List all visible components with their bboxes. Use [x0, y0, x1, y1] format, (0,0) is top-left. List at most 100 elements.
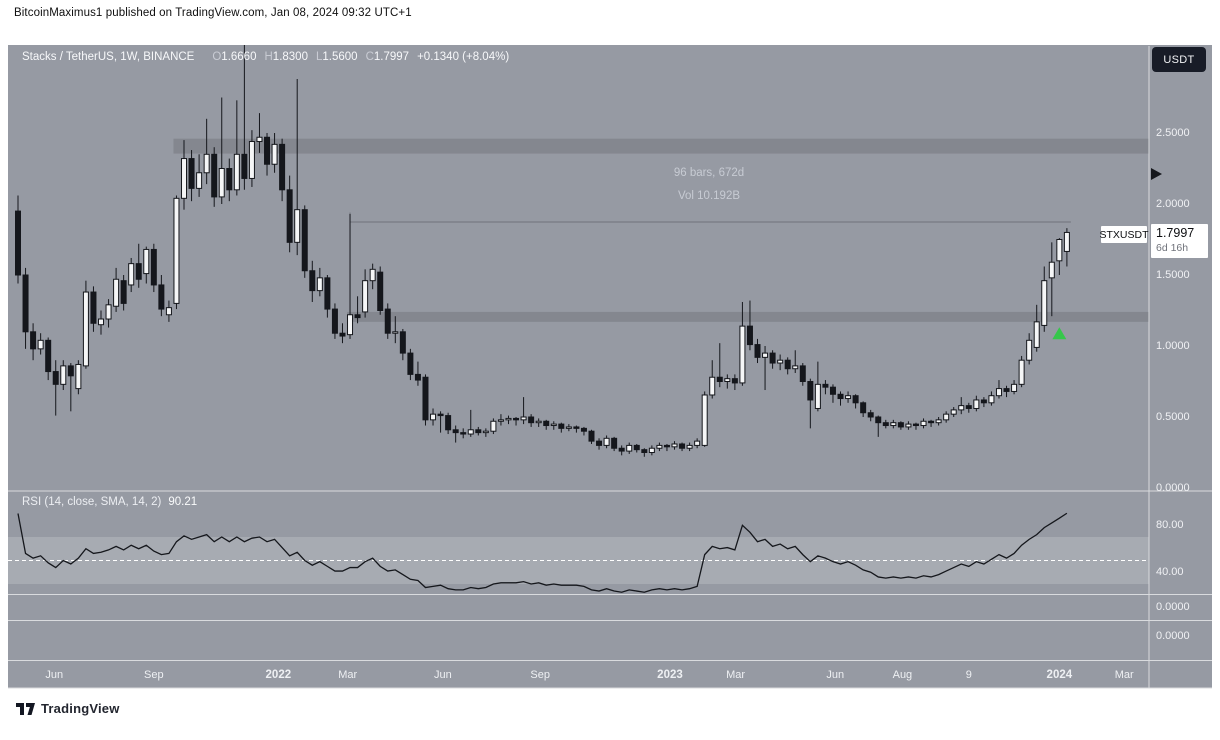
high-value: 1.8300: [272, 51, 308, 63]
candle-up: [98, 318, 105, 326]
mini-pane-tick[interactable]: 0.0000: [1156, 630, 1190, 642]
candle-down: [867, 412, 874, 418]
candle-up: [890, 422, 897, 427]
price-zone-resistance[interactable]: [173, 138, 1149, 154]
price-scale-pointer-icon: [1151, 168, 1162, 180]
candle-up: [362, 280, 369, 313]
bar-countdown: 6d 16h: [1156, 242, 1189, 254]
candle-down: [716, 376, 723, 382]
candle-up: [973, 399, 980, 409]
candle-up: [950, 409, 957, 415]
candle-down: [437, 413, 444, 417]
symbol-price-flag[interactable]: STXUSDT: [1100, 226, 1149, 243]
price-zone-support[interactable]: [347, 311, 1149, 322]
candle-down: [829, 386, 836, 395]
last-price-label: 1.7997 6d 16h: [1151, 224, 1208, 258]
rsi-label: RSI (14, close, SMA, 14, 2): [22, 496, 162, 508]
rsi-indicator-legend[interactable]: RSI (14, close, SMA, 14, 2) 90.21: [22, 496, 197, 508]
candle-down: [882, 422, 889, 427]
candle-down: [286, 189, 293, 243]
candle-down: [769, 352, 776, 364]
time-axis-tick[interactable]: Mar: [1114, 669, 1134, 681]
candle-down: [422, 376, 429, 421]
currency-toggle-button[interactable]: USDT: [1152, 47, 1206, 72]
price-axis-tick[interactable]: 0.5000: [1156, 411, 1190, 423]
candle-down: [45, 339, 52, 373]
candle-up: [701, 394, 708, 446]
candle-down: [309, 270, 316, 292]
candle-up: [905, 423, 912, 428]
candle-down: [588, 430, 595, 442]
candle-down: [860, 402, 867, 414]
candle-up: [1026, 339, 1033, 361]
time-axis-tick[interactable]: Aug: [892, 669, 913, 681]
candle-down: [460, 432, 467, 435]
candle-up: [1056, 239, 1063, 262]
price-axis-tick[interactable]: 1.5000: [1156, 269, 1190, 281]
candle-up: [75, 363, 82, 390]
candle-down: [611, 437, 618, 449]
candle-down: [965, 405, 972, 409]
candle-down: [67, 365, 74, 377]
rsi-line: [17, 512, 1068, 593]
candle-up: [724, 378, 731, 383]
candle-down: [135, 263, 142, 280]
time-axis-tick[interactable]: Jun: [45, 669, 64, 681]
candle-down: [384, 308, 391, 334]
candle-down: [22, 274, 29, 333]
time-axis-tick[interactable]: Jun: [433, 669, 452, 681]
time-axis-tick[interactable]: 9: [965, 669, 972, 681]
candle-down: [90, 291, 97, 324]
candle-up: [656, 444, 663, 449]
time-axis-tick[interactable]: 2024: [1046, 669, 1073, 681]
last-price-value: 1.7997: [1156, 226, 1195, 240]
candle-down: [558, 423, 565, 429]
time-axis-tick[interactable]: Sep: [530, 669, 550, 681]
candle-down: [513, 417, 520, 421]
time-axis-tick[interactable]: Sep: [144, 669, 164, 681]
time-axis-tick[interactable]: Mar: [338, 669, 358, 681]
symbol-legend[interactable]: Stacks / TetherUS, 1W, BINANCE O1.6660 H1.…: [22, 51, 509, 63]
candle-down: [528, 416, 535, 424]
mini-pane-tick[interactable]: 0.0000: [1156, 601, 1190, 613]
time-axis-tick[interactable]: Jun: [826, 669, 845, 681]
time-axis-tick[interactable]: Mar: [726, 669, 746, 681]
candle-down: [980, 399, 987, 404]
time-axis-tick[interactable]: 2022: [265, 669, 292, 681]
price-axis-tick[interactable]: 2.0000: [1156, 198, 1190, 210]
published-byline: BitcoinMaximus1 published on TradingView…: [14, 7, 412, 19]
price-axis-tick[interactable]: 2.5000: [1156, 127, 1190, 139]
candle-down: [301, 209, 308, 272]
candle-up: [648, 447, 655, 453]
candle-up: [565, 426, 572, 429]
candle-down: [543, 420, 550, 427]
tradingview-footer: TradingView: [16, 701, 120, 716]
candle-down: [731, 378, 738, 384]
candle-down: [377, 271, 384, 312]
rsi-axis-tick[interactable]: 80.00: [1156, 519, 1184, 532]
rsi-value: 90.21: [168, 496, 198, 508]
candle-down: [331, 308, 338, 334]
candle-up: [1041, 280, 1048, 326]
candle-down: [279, 143, 286, 191]
candle-up: [218, 168, 225, 198]
price-axis-tick[interactable]: 1.0000: [1156, 340, 1190, 352]
candle-down: [445, 415, 452, 431]
candle-up: [995, 388, 1002, 397]
candle-down: [188, 158, 195, 189]
candle-up: [490, 420, 497, 432]
candle-down: [226, 168, 233, 191]
candle-down: [663, 444, 670, 448]
candle-up: [845, 395, 852, 400]
candle-up: [762, 352, 769, 358]
price-axis-tick[interactable]: 0.0000: [1156, 482, 1190, 494]
rsi-axis-tick[interactable]: 40.00: [1156, 566, 1184, 579]
high-label: H: [264, 51, 273, 63]
low-label: L: [315, 51, 323, 63]
buy-arrow-marker[interactable]: [1052, 327, 1067, 340]
candle-down: [475, 429, 482, 434]
candle-up: [256, 136, 263, 143]
time-axis-tick[interactable]: 2023: [657, 669, 683, 681]
candle-up: [603, 437, 610, 446]
